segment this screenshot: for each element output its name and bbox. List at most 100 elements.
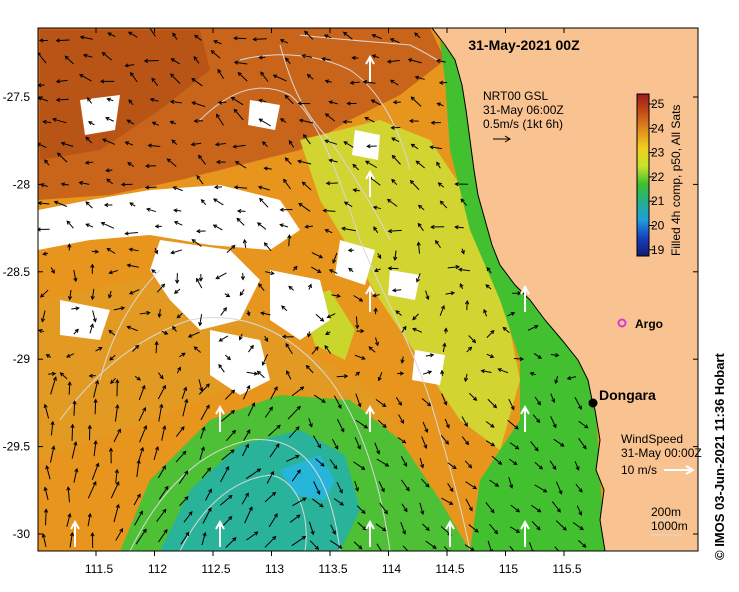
current-arrow	[147, 143, 161, 148]
current-arrow	[400, 479, 410, 492]
current-arrow	[233, 36, 247, 41]
current-arrow	[107, 290, 113, 299]
cloud-gap	[412, 350, 445, 385]
current-arrow	[329, 540, 343, 549]
current-arrow	[217, 68, 224, 79]
current-arrow	[269, 443, 280, 458]
current-arrow	[419, 458, 425, 469]
current-arrow	[391, 178, 398, 186]
current-arrow	[245, 468, 262, 480]
current-arrow	[336, 374, 349, 379]
current-arrow	[353, 295, 364, 302]
current-arrow	[454, 181, 468, 187]
current-arrow	[64, 55, 74, 65]
current-arrow	[244, 506, 253, 524]
current-arrow	[391, 137, 400, 143]
bathymetry-contours	[59, 34, 471, 551]
current-arrow	[182, 398, 189, 417]
current-arrow	[127, 162, 135, 167]
current-arrow	[334, 395, 342, 409]
current-arrow	[409, 179, 420, 191]
lon-tick-label: 111.5	[85, 562, 114, 576]
current-arrow	[213, 185, 223, 190]
current-arrow	[353, 541, 363, 550]
colorbar-tick-label: 24	[651, 121, 665, 135]
current-arrow	[110, 377, 116, 385]
current-arrow	[324, 344, 332, 355]
cloud-gap	[388, 270, 420, 300]
current-arrow	[113, 306, 126, 311]
current-arrow	[555, 520, 567, 531]
current-arrow	[194, 34, 202, 41]
current-arrow	[38, 142, 47, 148]
contour-line	[59, 317, 391, 551]
current-arrow	[468, 335, 477, 344]
current-arrow	[72, 400, 77, 416]
current-arrow	[53, 200, 68, 207]
current-arrow	[239, 289, 245, 297]
current-arrow	[55, 97, 69, 102]
current-arrow	[161, 330, 169, 335]
current-arrow	[161, 425, 167, 441]
current-arrow	[93, 440, 98, 457]
town-dot-icon	[588, 398, 598, 408]
current-arrow	[261, 141, 268, 147]
current-arrow	[507, 311, 516, 317]
current-arrow	[279, 39, 289, 44]
current-arrow	[70, 423, 75, 441]
lat-tick-label: -28.5	[3, 265, 31, 279]
colorbar-tick-label: 23	[651, 146, 665, 160]
current-arrow	[513, 356, 525, 362]
current-arrow	[170, 249, 183, 255]
current-arrow	[50, 267, 55, 274]
current-arrow	[400, 521, 407, 535]
current-arrow	[196, 174, 204, 185]
current-arrow	[154, 224, 162, 229]
current-arrow	[391, 154, 401, 165]
current-arrow	[126, 119, 135, 125]
current-arrow	[354, 354, 366, 360]
current-arrow	[279, 207, 293, 212]
current-arrow	[387, 266, 399, 271]
current-arrow	[416, 241, 421, 254]
current-arrow	[441, 393, 448, 406]
current-arrow	[215, 272, 227, 280]
current-arrow	[324, 228, 333, 234]
dongara-marker: Dongara	[588, 387, 656, 408]
lon-tick-label: 115	[499, 562, 518, 576]
current-arrow	[55, 79, 68, 84]
current-arrow	[457, 267, 470, 272]
argo-label: Argo	[635, 317, 663, 331]
current-arrow	[205, 488, 212, 501]
current-arrow	[325, 181, 338, 186]
current-arrow	[286, 454, 300, 462]
current-arrow	[202, 507, 212, 524]
current-arrow	[400, 356, 405, 364]
current-arrow	[143, 58, 159, 64]
current-arrow	[127, 31, 138, 38]
current-arrow	[92, 310, 97, 323]
current-arrow	[297, 159, 312, 165]
current-arrow	[342, 31, 353, 40]
current-arrow	[60, 182, 69, 187]
current-arrow	[463, 373, 469, 383]
current-arrow	[230, 96, 244, 106]
current-arrow	[292, 265, 298, 272]
current-arrow	[429, 145, 442, 150]
current-arrow	[305, 364, 314, 374]
current-arrow	[199, 446, 205, 460]
current-arrow	[550, 393, 556, 403]
current-arrow	[38, 227, 50, 232]
latitude-axis: -27.5 -28 -28.5 -29 -29.5 -30	[3, 90, 698, 541]
current-arrow	[301, 53, 313, 59]
current-arrow	[284, 157, 292, 165]
current-arrow	[169, 120, 177, 125]
current-arrow	[226, 244, 236, 253]
current-arrow	[232, 144, 246, 149]
current-arrow	[575, 483, 583, 493]
current-arrow	[401, 503, 408, 513]
current-arrow	[291, 535, 307, 547]
current-arrow	[554, 546, 560, 551]
current-arrow	[306, 331, 312, 338]
current-arrow	[126, 325, 138, 332]
